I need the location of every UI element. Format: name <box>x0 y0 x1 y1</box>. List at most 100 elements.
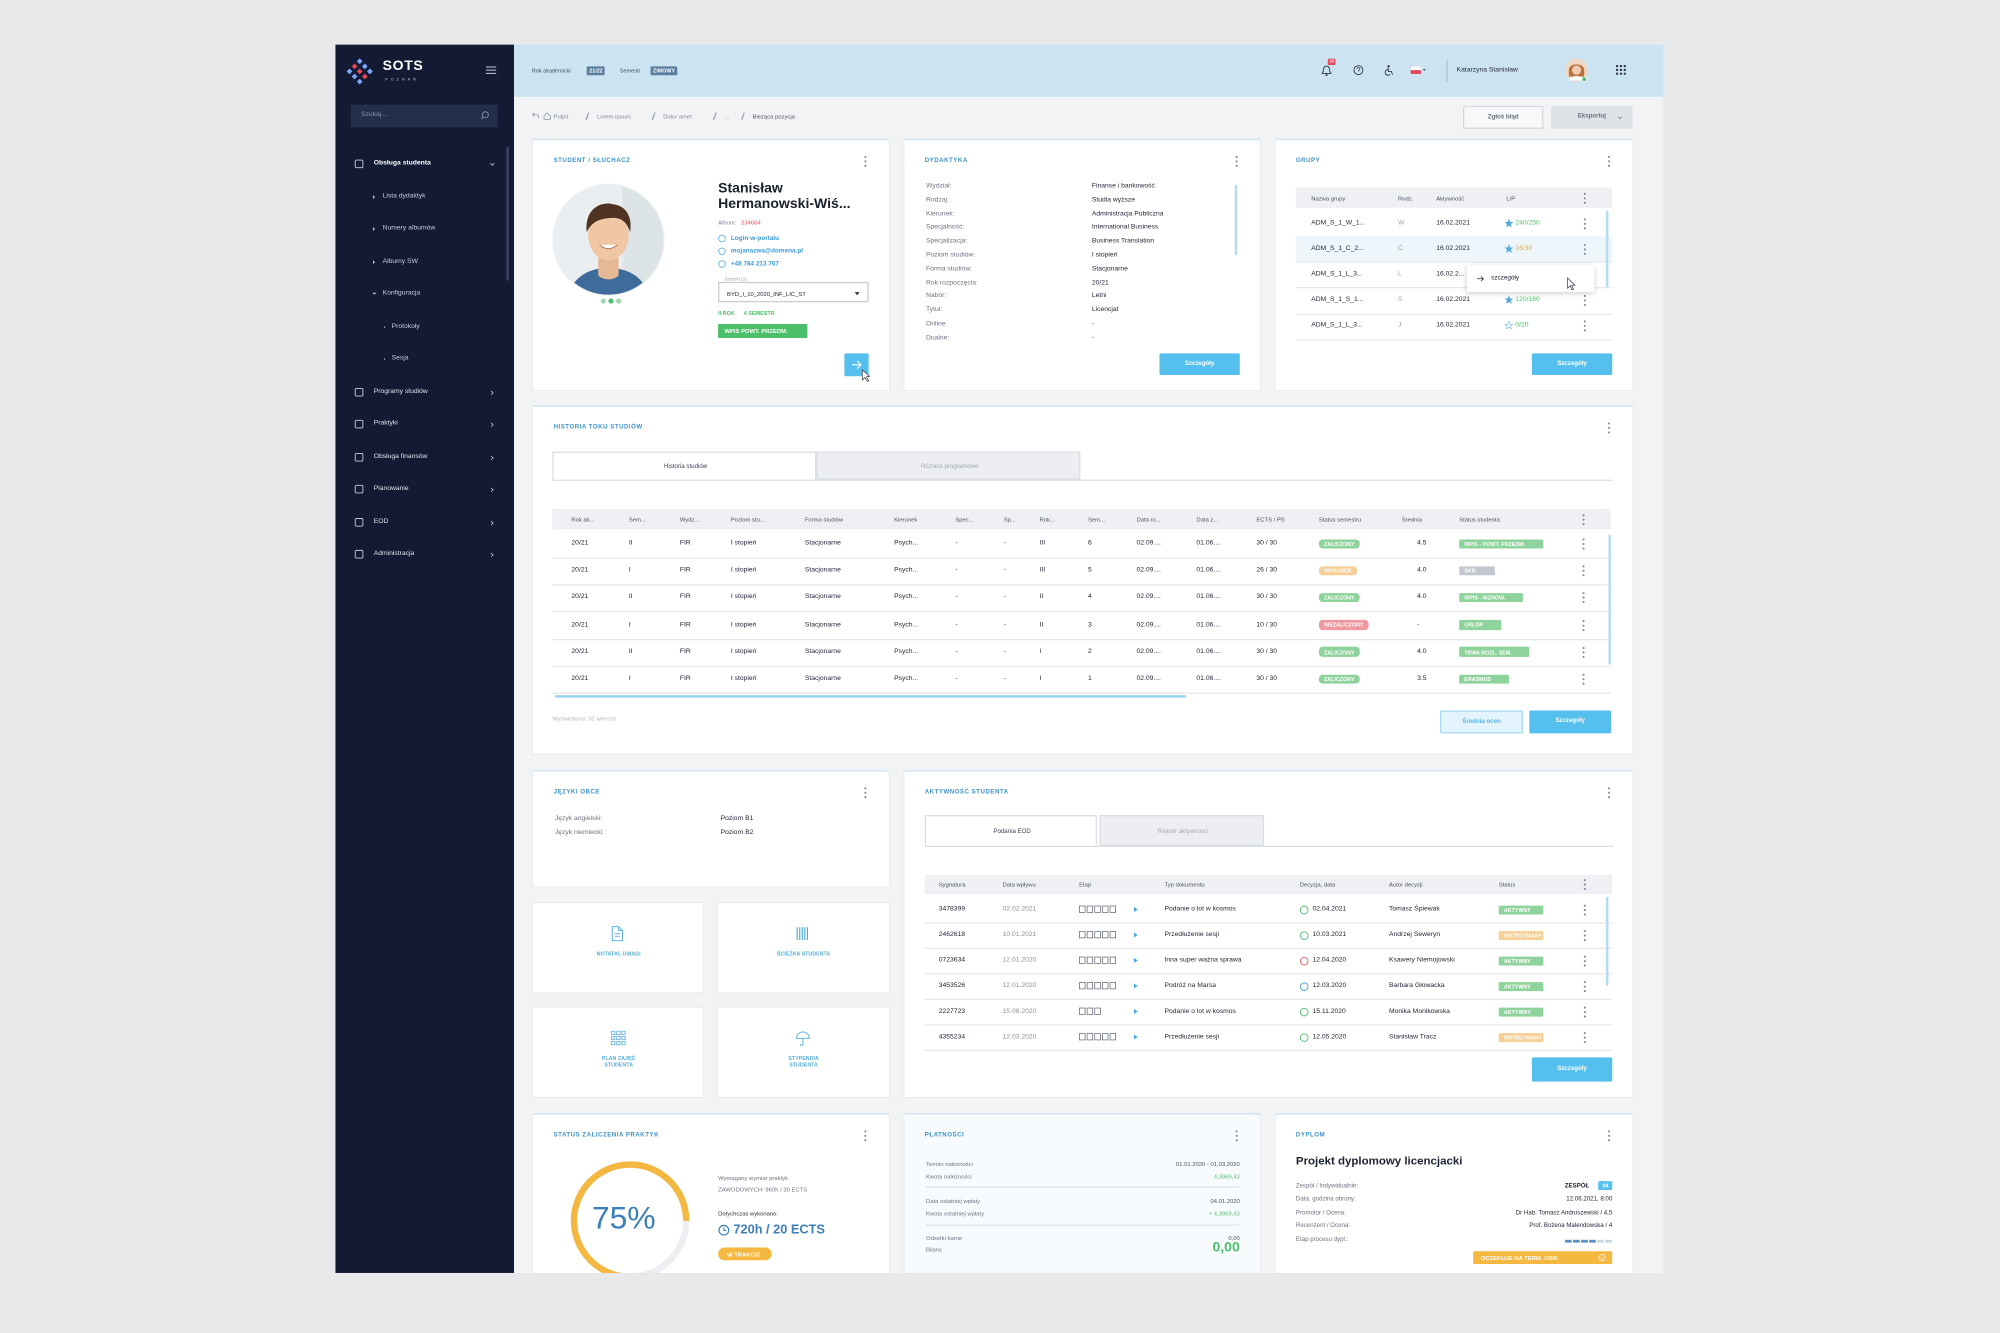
contact-login[interactable]: Login-w-portalu <box>730 234 780 243</box>
chevron <box>490 487 495 492</box>
field-label: Bilans <box>926 1246 942 1253</box>
submenu-item[interactable]: Sesja <box>391 354 409 363</box>
icon <box>354 452 364 461</box>
menu-item[interactable]: Obsługa finansów <box>373 452 428 460</box>
submenu-item[interactable]: Konfiguracja <box>382 289 421 298</box>
chevron <box>490 552 495 558</box>
submenu-item[interactable]: Lista dydaktyk <box>382 191 426 200</box>
field-label: Dualne: <box>926 333 950 342</box>
cell: 01.06.... <box>1196 620 1221 629</box>
cell: - <box>1003 593 1007 602</box>
icon <box>1504 295 1514 305</box>
submenu-item[interactable]: Protokoły <box>391 322 420 330</box>
cell: Psych... <box>894 593 919 602</box>
cell: 12.03.2020 <box>1312 982 1347 990</box>
card-title: STUDENT / SŁUCHACZ <box>553 158 631 165</box>
star-icon <box>1504 243 1514 253</box>
icon <box>490 455 494 460</box>
icon <box>1353 65 1364 76</box>
icon <box>1583 192 1586 204</box>
tab[interactable]: Podania EOD <box>924 815 1097 846</box>
menu-item[interactable]: Praktyki <box>373 419 398 428</box>
icon <box>354 387 364 396</box>
column-header: Sem... <box>1088 515 1105 523</box>
field-label: Zespół / Indywidualnie: <box>1295 1183 1359 1191</box>
cell: 15.08.2020 <box>1002 1007 1037 1016</box>
kebab-menu <box>1582 513 1586 525</box>
breadcrumb-item[interactable]: Pulpit <box>553 113 569 120</box>
cell: Stanisław Tracz <box>1389 1033 1437 1041</box>
tile[interactable]: PLAN ZAJĘĆ STUDENTA <box>533 1007 703 1097</box>
search-placeholder: Szukaj... <box>360 110 387 119</box>
chevron <box>490 455 495 460</box>
menu-item[interactable]: EOD <box>373 517 389 525</box>
bullet <box>372 194 376 199</box>
tile[interactable]: STYPENDIA STUDENTA <box>718 1007 890 1097</box>
contact-phone[interactable]: +48 784 213 767 <box>730 260 779 268</box>
export-button[interactable]: Eksportuj <box>1551 105 1633 129</box>
details-button[interactable]: Szczegóły <box>1531 353 1613 375</box>
report-button[interactable]: Zgłoś błąd <box>1463 105 1544 129</box>
icon <box>552 183 665 304</box>
menu-item[interactable]: Planowanie <box>373 484 409 493</box>
average-button[interactable]: Średnia ocen <box>1440 710 1523 734</box>
cell: 0723634 <box>938 956 966 965</box>
progress-arc <box>570 1161 690 1273</box>
icon <box>1299 930 1309 940</box>
tab[interactable]: Rejestr aktywności <box>1099 815 1265 846</box>
details-button[interactable]: Szczegóły <box>1531 1057 1613 1082</box>
user-name[interactable]: Katarzyna Stanisław <box>1456 66 1518 74</box>
cell: Psych... <box>894 674 919 683</box>
column-header: Etap <box>1079 881 1092 888</box>
breadcrumb-item[interactable]: Lorem ipsum <box>596 113 631 120</box>
icon <box>490 487 494 492</box>
decision-icon <box>1299 905 1309 914</box>
tile[interactable]: ŚCIEŻKA STUDENTA <box>718 903 890 993</box>
details-button[interactable]: Szczegóły <box>1159 353 1240 375</box>
table-header <box>924 874 1613 895</box>
search-box[interactable]: Szukaj... <box>350 104 498 128</box>
breadcrumb-item[interactable]: ... <box>724 113 730 120</box>
icon <box>1582 538 1585 550</box>
field-label: Etap procesu dypl.: <box>1295 1237 1349 1244</box>
cell: 3.5 <box>1417 674 1427 683</box>
tab[interactable]: Różnice programowe <box>816 451 1081 480</box>
submenu-item[interactable]: Numery albumów <box>382 224 436 233</box>
table-header <box>1295 187 1613 208</box>
practice-card: STATUS ZALICZENIA PRAKTYK 75% Wymagany wym… <box>533 1113 890 1273</box>
cell: 10.03.2021 <box>1312 931 1347 939</box>
cell: 02.09.... <box>1136 674 1161 683</box>
tile[interactable]: NOTATKI, UWAGI <box>533 903 703 993</box>
track-select[interactable]: BYD_I_10_2020_INF_LIC_ST <box>718 281 869 303</box>
contact-email[interactable]: mojanazwa@domena.pl <box>730 247 804 256</box>
icon <box>718 247 726 255</box>
icon <box>1608 787 1611 799</box>
star-icon <box>1504 295 1514 305</box>
help-icon <box>1353 65 1364 76</box>
tab[interactable]: Historia studiów <box>552 451 817 480</box>
cell: J <box>1397 321 1402 330</box>
chevron <box>490 162 495 167</box>
field-value: Studia wyższe <box>1091 196 1136 204</box>
cell: 3453526 <box>938 982 966 990</box>
cell: 26 / 30 <box>1256 566 1278 575</box>
card-title: STATUS ZALICZENIA PRAKTYK <box>553 1132 660 1140</box>
menu-item[interactable]: Programy studiów <box>373 387 428 395</box>
cell: 16.02.2... <box>1436 270 1465 278</box>
kebab-menu <box>1582 646 1586 658</box>
notification-count: 23 <box>1327 58 1336 65</box>
cell: 20/21 <box>571 674 589 683</box>
cell: L <box>1397 270 1402 278</box>
menu-item[interactable]: Obsługa studenta <box>373 159 431 168</box>
breadcrumb-item[interactable]: Dolor amet <box>663 113 692 120</box>
tab-label: Rejestr aktywności <box>1157 828 1209 835</box>
details-button[interactable]: Szczegóły <box>1529 710 1611 734</box>
submenu-item[interactable]: Albumy SW <box>382 257 418 265</box>
icon <box>1321 65 1332 77</box>
column-header: Poziom stu... <box>730 515 765 523</box>
menu-item[interactable]: Administracja <box>373 549 415 558</box>
star-icon <box>1504 218 1514 227</box>
context-menu-item[interactable]: szczegóły <box>1491 273 1520 282</box>
contact-icon <box>718 234 726 243</box>
